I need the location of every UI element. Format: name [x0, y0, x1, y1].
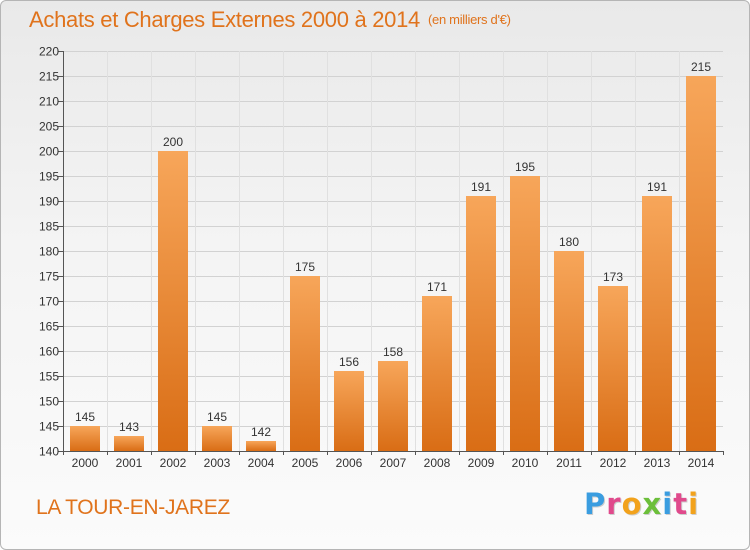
value-label: 191 — [471, 180, 491, 194]
y-tick-label: 180 — [39, 245, 59, 259]
y-tick-label: 150 — [39, 395, 59, 409]
x-tick-label: 2013 — [644, 456, 671, 470]
value-label: 180 — [559, 235, 579, 249]
y-tick-label: 190 — [39, 195, 59, 209]
brand-letter: o — [621, 487, 643, 521]
x-tick-label: 2000 — [72, 456, 99, 470]
value-label: 215 — [691, 60, 711, 74]
x-tick-label: 2014 — [688, 456, 715, 470]
y-tick-label: 200 — [39, 145, 59, 159]
bar-2013 — [642, 196, 672, 451]
x-tick-label: 2001 — [116, 456, 143, 470]
x-tick-label: 2002 — [160, 456, 187, 470]
value-label: 143 — [119, 420, 139, 434]
value-label: 191 — [647, 180, 667, 194]
bar-2007 — [378, 361, 408, 451]
bar-2001 — [114, 436, 144, 451]
y-tick-label: 155 — [39, 370, 59, 384]
brand-letter: t — [673, 487, 689, 521]
x-tick-label: 2005 — [292, 456, 319, 470]
value-label: 195 — [515, 160, 535, 174]
brand-letter: x — [642, 487, 663, 521]
y-tick-label: 210 — [39, 95, 59, 109]
bar-2014 — [686, 76, 716, 451]
y-tick-label: 185 — [39, 220, 59, 234]
bar-2010 — [510, 176, 540, 451]
y-tick-label: 215 — [39, 70, 59, 84]
x-tick-label: 2008 — [424, 456, 451, 470]
x-tick-label: 2012 — [600, 456, 627, 470]
y-tick-label: 140 — [39, 445, 59, 459]
y-tick-label: 205 — [39, 120, 59, 134]
x-tick-label: 2010 — [512, 456, 539, 470]
brand-letter: P — [584, 487, 607, 521]
brand-letter: i — [688, 487, 700, 521]
y-tick-label: 165 — [39, 320, 59, 334]
bars — [70, 76, 716, 451]
y-tick-label: 220 — [39, 45, 59, 59]
value-labels: 145 143 200 145 142 175 156 158 171 191 195 180 173 1… — [75, 60, 711, 439]
value-label: 171 — [427, 280, 447, 294]
bar-2003 — [202, 426, 232, 451]
value-label: 145 — [75, 410, 95, 424]
x-tick-label: 2003 — [204, 456, 231, 470]
value-label: 145 — [207, 410, 227, 424]
brand-letter: r — [606, 487, 622, 521]
value-label: 175 — [295, 260, 315, 274]
axes: 1401451501551601651701751801851901952002… — [39, 45, 724, 470]
x-tick-label: 2006 — [336, 456, 363, 470]
brand-letter: i — [662, 487, 674, 521]
y-tick-label: 145 — [39, 420, 59, 434]
x-tick-label: 2011 — [556, 456, 582, 470]
value-label: 158 — [383, 345, 403, 359]
value-label: 173 — [603, 270, 623, 284]
bar-2008 — [422, 296, 452, 451]
x-tick-label: 2004 — [248, 456, 275, 470]
y-tick-label: 175 — [39, 270, 59, 284]
chart-title-text: Achats et Charges Externes 2000 à 2014 — [29, 7, 420, 32]
y-tick-label: 170 — [39, 295, 59, 309]
bar-2005 — [290, 276, 320, 451]
x-tick-label: 2007 — [380, 456, 407, 470]
bar-2000 — [70, 426, 100, 451]
value-label: 156 — [339, 355, 359, 369]
y-tick-label: 160 — [39, 345, 59, 359]
value-label: 142 — [251, 425, 271, 439]
chart-title: Achats et Charges Externes 2000 à 2014 (e… — [29, 7, 511, 33]
proxiti-logo: Proxiti — [584, 487, 699, 521]
bar-2002 — [158, 151, 188, 451]
y-tick-label: 195 — [39, 170, 59, 184]
value-label: 200 — [163, 135, 183, 149]
bar-2004 — [246, 441, 276, 451]
bar-2006 — [334, 371, 364, 451]
bar-2011 — [554, 251, 584, 451]
bar-2012 — [598, 286, 628, 451]
bar-2009 — [466, 196, 496, 451]
chart-subtitle: (en milliers d'€) — [427, 12, 511, 27]
commune-name: LA TOUR-EN-JAREZ — [36, 496, 230, 519]
x-tick-label: 2009 — [468, 456, 495, 470]
